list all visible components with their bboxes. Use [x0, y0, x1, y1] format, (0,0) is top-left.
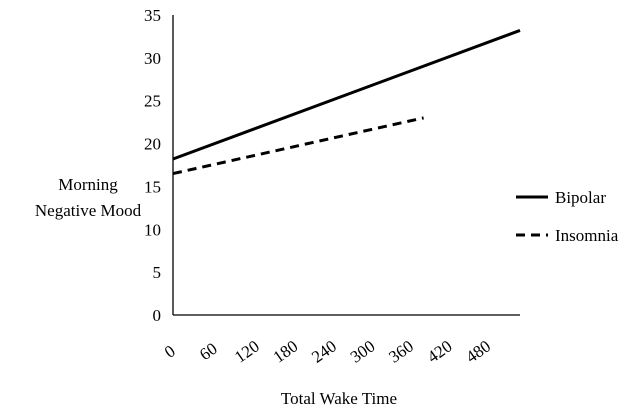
x-tick-label: 180	[270, 336, 302, 366]
series-lines	[172, 29, 521, 176]
legend-label-bipolar: Bipolar	[555, 188, 606, 207]
y-axis-title-line-1: Morning	[58, 175, 118, 194]
legend-label-insomnia: Insomnia	[555, 226, 619, 245]
x-tick-label: 420	[424, 336, 456, 366]
x-tick-label: 360	[385, 336, 417, 366]
x-tick-label: 120	[231, 336, 263, 366]
series-line-bipolar	[172, 29, 521, 161]
y-tick-label: 35	[144, 6, 161, 25]
x-tick-label: 60	[196, 339, 221, 364]
x-tick-label: 240	[308, 336, 340, 366]
x-axis-title: Total Wake Time	[281, 389, 397, 408]
y-tick-label: 5	[153, 263, 162, 282]
axes	[172, 15, 520, 316]
x-tick-label: 300	[347, 336, 379, 366]
y-tick-label: 0	[153, 306, 162, 325]
x-tick-labels: 0 60 120 180 240 300 360 420 480	[161, 336, 494, 366]
y-tick-label: 30	[144, 49, 161, 68]
y-tick-label: 25	[144, 92, 161, 111]
y-tick-label: 20	[144, 135, 161, 154]
y-tick-label: 10	[144, 220, 161, 239]
x-tick-label: 480	[462, 336, 494, 366]
legend: Bipolar Insomnia	[516, 188, 619, 245]
series-line-insomnia	[172, 116, 424, 176]
y-tick-label: 15	[144, 177, 161, 196]
y-axis-title-line-2: Negative Mood	[35, 201, 142, 220]
x-tick-label: 0	[161, 341, 179, 361]
y-tick-labels: 0 5 10 15 20 25 30 35	[144, 6, 161, 325]
